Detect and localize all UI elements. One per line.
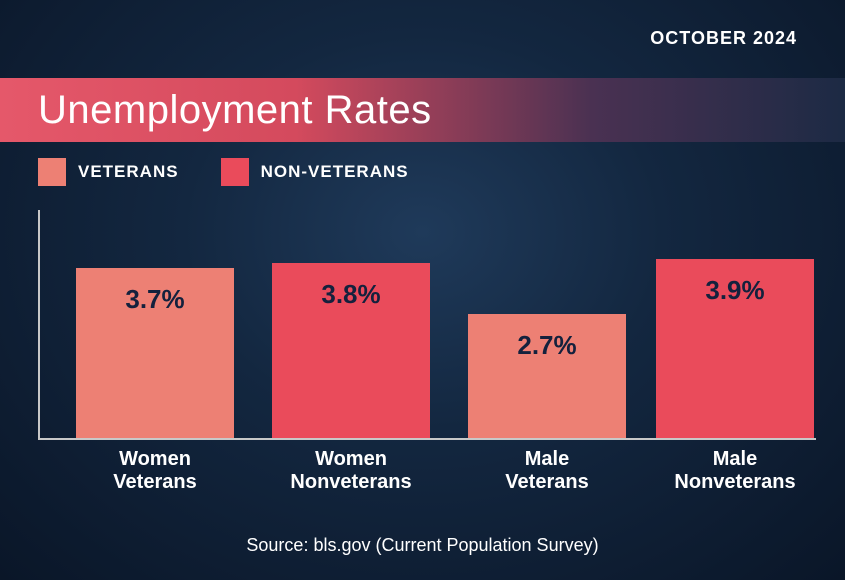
bar-value: 3.9%	[656, 275, 814, 306]
x-axis-baseline	[38, 438, 816, 440]
legend-swatch-nonveterans	[221, 158, 249, 186]
title-bar: Unemployment Rates	[0, 78, 845, 142]
legend-item-veterans: VETERANS	[38, 158, 179, 186]
legend-swatch-veterans	[38, 158, 66, 186]
chart-area: 3.7% 3.8% 2.7% 3.9%	[38, 210, 816, 440]
x-axis-label: WomenVeterans	[76, 448, 234, 494]
bar-value: 3.7%	[76, 284, 234, 315]
source-text: Source: bls.gov (Current Population Surv…	[0, 535, 845, 556]
bar-value: 2.7%	[468, 330, 626, 361]
date-label: OCTOBER 2024	[650, 28, 797, 49]
bar: 3.7%	[76, 268, 234, 438]
bar-value: 3.8%	[272, 279, 430, 310]
x-axis-label: WomenNonveterans	[272, 448, 430, 494]
x-axis-labels: WomenVeterans WomenNonveterans MaleVeteran…	[38, 448, 816, 508]
x-axis-label: MaleNonveterans	[656, 448, 814, 494]
bar: 3.8%	[272, 263, 430, 438]
legend-item-nonveterans: NON-VETERANS	[221, 158, 409, 186]
legend-label-nonveterans: NON-VETERANS	[261, 162, 409, 182]
legend-label-veterans: VETERANS	[78, 162, 179, 182]
bar: 3.9%	[656, 259, 814, 438]
chart-title: Unemployment Rates	[38, 88, 432, 133]
legend: VETERANS NON-VETERANS	[38, 158, 409, 186]
bar: 2.7%	[468, 314, 626, 438]
y-axis	[38, 210, 40, 440]
x-axis-label: MaleVeterans	[468, 448, 626, 494]
